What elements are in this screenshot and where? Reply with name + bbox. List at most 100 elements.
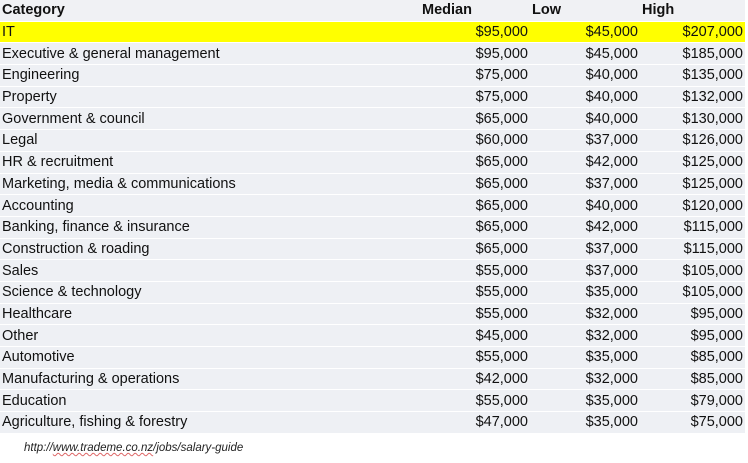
cell-low: $35,000 [530,346,640,369]
cell-category: Healthcare [0,303,420,326]
cell-category: Engineering [0,64,420,87]
header-category: Category [0,0,420,22]
source-link[interactable]: http://www.trademe.co.nz/jobs/salary-gui… [24,442,748,454]
header-high: High [640,0,745,22]
table-row: Accounting $65,000 $40,000 $120,000 [0,194,745,217]
cell-high: $185,000 [640,42,745,66]
cell-low: $35,000 [530,411,640,434]
cell-low: $35,000 [530,281,640,304]
table-row: Banking, finance & insurance $65,000 $42,0… [0,216,745,239]
cell-median: $75,000 [420,86,530,109]
cell-category: Manufacturing & operations [0,368,420,391]
cell-low: $37,000 [530,238,640,261]
header-median: Median [420,0,530,22]
cell-low: $35,000 [530,389,640,413]
cell-low: $40,000 [530,194,640,217]
table-row: IT $95,000 $45,000 $207,000 [0,21,745,44]
cell-category: IT [0,21,420,44]
cell-category: Science & technology [0,281,420,304]
cell-high: $95,000 [640,303,745,326]
table-row: Automotive $55,000 $35,000 $85,000 [0,346,745,369]
table-row: Sales $55,000 $37,000 $105,000 [0,259,745,282]
cell-median: $47,000 [420,411,530,434]
cell-median: $55,000 [420,346,530,369]
cell-high: $207,000 [640,21,745,44]
cell-category: Education [0,389,420,413]
cell-low: $45,000 [530,21,640,44]
cell-high: $105,000 [640,281,745,304]
cell-median: $42,000 [420,368,530,391]
cell-median: $60,000 [420,129,530,152]
source-path: /jobs/salary-guide [153,441,244,454]
source-prefix: http:// [24,441,53,454]
cell-low: $42,000 [530,151,640,174]
cell-median: $55,000 [420,389,530,413]
cell-median: $65,000 [420,107,530,131]
cell-low: $37,000 [530,259,640,282]
cell-median: $65,000 [420,216,530,239]
cell-category: Executive & general management [0,42,420,66]
table-row: Other $45,000 $32,000 $95,000 [0,324,745,347]
cell-high: $135,000 [640,64,745,87]
cell-high: $132,000 [640,86,745,109]
cell-category: Sales [0,259,420,282]
table-row: Agriculture, fishing & forestry $47,000 $3… [0,411,745,434]
cell-high: $115,000 [640,216,745,239]
cell-median: $95,000 [420,42,530,66]
cell-category: Property [0,86,420,109]
cell-category: HR & recruitment [0,151,420,174]
cell-high: $75,000 [640,411,745,434]
cell-low: $37,000 [530,129,640,152]
table-row: Executive & general management $95,000 $45… [0,42,745,66]
cell-low: $40,000 [530,86,640,109]
cell-category: Banking, finance & insurance [0,216,420,239]
cell-category: Government & council [0,107,420,131]
cell-high: $105,000 [640,259,745,282]
cell-median: $75,000 [420,64,530,87]
cell-median: $55,000 [420,281,530,304]
cell-category: Construction & roading [0,238,420,261]
table-row: Construction & roading $65,000 $37,000 $115… [0,238,745,261]
cell-median: $65,000 [420,173,530,196]
cell-high: $85,000 [640,368,745,391]
table-row: Education $55,000 $35,000 $79,000 [0,389,745,413]
cell-low: $37,000 [530,173,640,196]
cell-category: Agriculture, fishing & forestry [0,411,420,434]
table-row: Healthcare $55,000 $32,000 $95,000 [0,303,745,326]
cell-high: $79,000 [640,389,745,413]
cell-high: $95,000 [640,324,745,347]
cell-category: Automotive [0,346,420,369]
cell-median: $55,000 [420,303,530,326]
cell-category: Other [0,324,420,347]
table-row: Manufacturing & operations $42,000 $32,000… [0,368,745,391]
table-row: Science & technology $55,000 $35,000 $105,0… [0,281,745,304]
cell-high: $120,000 [640,194,745,217]
table-row: Government & council $65,000 $40,000 $130,0… [0,107,745,131]
cell-high: $125,000 [640,151,745,174]
header-low: Low [530,0,640,22]
table-row: Engineering $75,000 $40,000 $135,000 [0,64,745,87]
cell-median: $65,000 [420,238,530,261]
table-row: HR & recruitment $65,000 $42,000 $125,000 [0,151,745,174]
cell-median: $45,000 [420,324,530,347]
cell-low: $32,000 [530,368,640,391]
table-row: Marketing, media & communications $65,000… [0,173,745,196]
cell-high: $130,000 [640,107,745,131]
cell-high: $126,000 [640,129,745,152]
cell-low: $42,000 [530,216,640,239]
cell-median: $65,000 [420,151,530,174]
cell-median: $65,000 [420,194,530,217]
cell-median: $95,000 [420,21,530,44]
cell-high: $85,000 [640,346,745,369]
cell-high: $125,000 [640,173,745,196]
table-row: Legal $60,000 $37,000 $126,000 [0,129,745,152]
table-row: Property $75,000 $40,000 $132,000 [0,86,745,109]
cell-median: $55,000 [420,259,530,282]
cell-low: $32,000 [530,324,640,347]
cell-low: $45,000 [530,42,640,66]
header-row: Category Median Low High [0,0,745,22]
cell-low: $40,000 [530,107,640,131]
cell-category: Accounting [0,194,420,217]
cell-high: $115,000 [640,238,745,261]
cell-category: Marketing, media & communications [0,173,420,196]
